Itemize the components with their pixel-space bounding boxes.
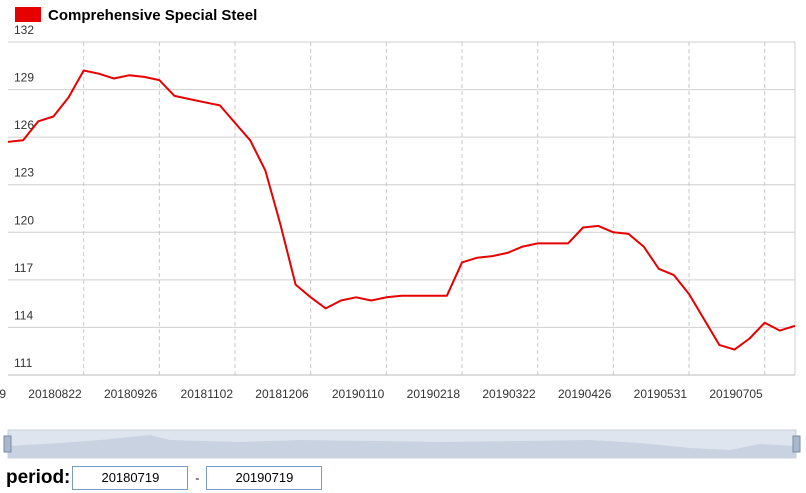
y-tick-label: 114 [14, 308, 33, 322]
start-date-input[interactable]: 20180719 [72, 466, 189, 490]
y-tick-label: 126 [14, 118, 34, 132]
scroller-handle[interactable] [792, 435, 801, 453]
data-line [7, 69, 796, 351]
y-tick-label: 120 [14, 213, 34, 227]
y-tick-label: 123 [14, 166, 34, 180]
legend-swatch [15, 7, 41, 22]
y-tick-label: 111 [14, 356, 33, 370]
y-tick-label: 117 [14, 261, 33, 275]
period-label: period: [6, 467, 71, 488]
end-date-input[interactable]: 20190719 [206, 466, 323, 490]
x-tick-label: 20190705 [709, 387, 763, 401]
x-tick-label: 20181102 [181, 387, 234, 401]
y-tick-label: 129 [14, 71, 34, 85]
x-tick-label: 20180822 [28, 387, 82, 401]
x-tick-label: 20190322 [482, 387, 536, 401]
legend-label: Comprehensive Special Steel [48, 7, 257, 24]
scroller-handle[interactable] [3, 435, 12, 453]
period-controls: period: 20180719 - 20190719 [6, 466, 323, 490]
separator: - [195, 471, 200, 485]
x-tick-label: 20180719 [0, 387, 6, 401]
x-tick-label: 20190426 [558, 387, 612, 401]
y-tick-label: 132 [14, 23, 34, 37]
x-tick-label: 20181206 [255, 387, 309, 401]
x-tick-label: 20190218 [407, 387, 461, 401]
x-tick-label: 20190531 [634, 387, 688, 401]
scroller-area [8, 435, 796, 458]
scroller [3, 429, 801, 459]
x-tick-label: 20180926 [104, 387, 158, 401]
x-tick-label: 20190110 [332, 387, 385, 401]
